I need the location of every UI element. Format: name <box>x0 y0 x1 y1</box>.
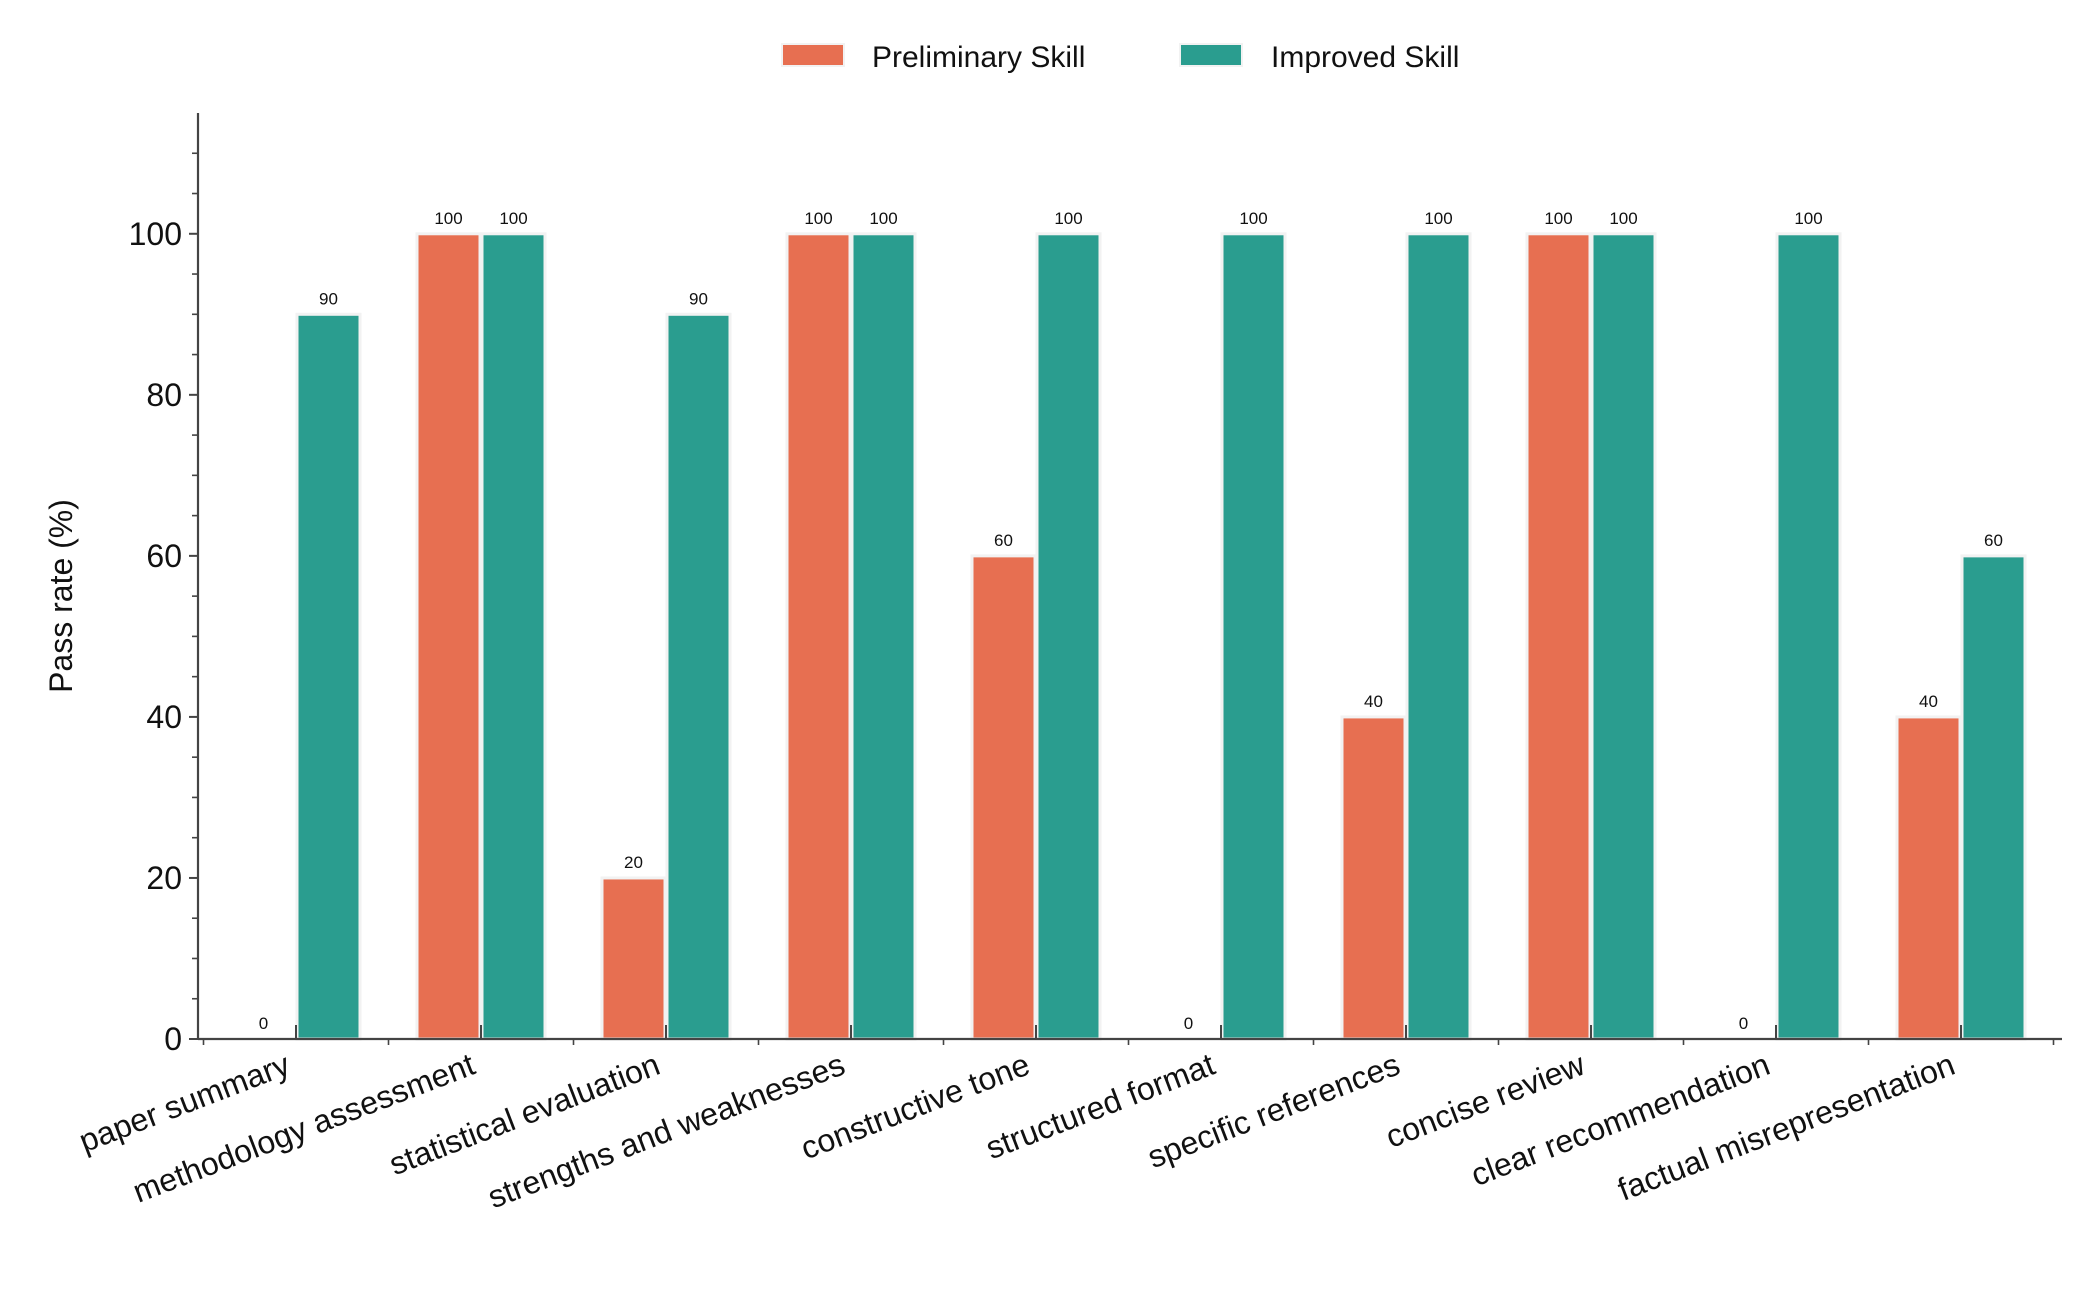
x-tick-label-4: strengths and weaknesses <box>483 1046 850 1215</box>
value-label-improved-4: 100 <box>869 209 897 228</box>
bar-improved-9 <box>1775 232 1842 1041</box>
value-label-preliminary-6: 0 <box>1184 1014 1193 1033</box>
value-label-improved-1: 90 <box>319 289 338 308</box>
value-label-improved-7: 100 <box>1424 209 1452 228</box>
value-label-improved-2: 100 <box>499 209 527 228</box>
bar-improved-1 <box>295 312 362 1041</box>
value-label-improved-5: 100 <box>1054 209 1082 228</box>
value-label-preliminary-10: 40 <box>1919 692 1938 711</box>
bar-improved-7 <box>1405 232 1472 1041</box>
value-label-preliminary-4: 100 <box>804 209 832 228</box>
value-label-preliminary-7: 40 <box>1364 692 1383 711</box>
y-tick-label-80: 80 <box>146 377 182 413</box>
value-label-improved-8: 100 <box>1609 209 1637 228</box>
bar-improved-2 <box>480 232 547 1041</box>
value-label-improved-3: 90 <box>689 289 708 308</box>
bar-preliminary-3 <box>600 876 667 1041</box>
y-tick-label-20: 20 <box>146 860 182 896</box>
y-axis-title: Pass rate (%) <box>43 499 79 693</box>
bar-preliminary-5 <box>970 554 1037 1041</box>
bar-preliminary-4 <box>785 232 852 1041</box>
x-tick-label-2: methodology assessment <box>128 1046 480 1210</box>
x-tick-label-10: factual misrepresentation <box>1613 1046 1960 1208</box>
value-label-improved-9: 100 <box>1794 209 1822 228</box>
value-label-improved-6: 100 <box>1239 209 1267 228</box>
y-tick-label-0: 0 <box>164 1021 182 1057</box>
y-tick-label-40: 40 <box>146 699 182 735</box>
bar-improved-8 <box>1590 232 1657 1041</box>
value-label-preliminary-8: 100 <box>1544 209 1572 228</box>
legend-label-preliminary: Preliminary Skill <box>872 41 1085 74</box>
bar-preliminary-10 <box>1895 715 1962 1041</box>
legend-swatch-preliminary <box>781 43 845 67</box>
value-label-improved-10: 60 <box>1984 531 2003 550</box>
value-label-preliminary-1: 0 <box>259 1014 268 1033</box>
bar-preliminary-2 <box>415 232 482 1041</box>
y-tick-label-60: 60 <box>146 538 182 574</box>
bar-preliminary-8 <box>1525 232 1592 1041</box>
y-tick-label-100: 100 <box>129 216 182 252</box>
value-label-preliminary-5: 60 <box>994 531 1013 550</box>
bar-improved-10 <box>1960 554 2027 1041</box>
value-label-preliminary-2: 100 <box>434 209 462 228</box>
bar-preliminary-7 <box>1340 715 1407 1041</box>
legend-label-improved: Improved Skill <box>1271 41 1459 74</box>
legend-swatch-improved <box>1179 43 1243 67</box>
bar-improved-5 <box>1035 232 1102 1041</box>
bar-improved-3 <box>665 312 732 1041</box>
bar-improved-6 <box>1220 232 1287 1041</box>
bar-improved-4 <box>850 232 917 1041</box>
value-label-preliminary-9: 0 <box>1739 1014 1748 1033</box>
value-label-preliminary-3: 20 <box>624 853 643 872</box>
